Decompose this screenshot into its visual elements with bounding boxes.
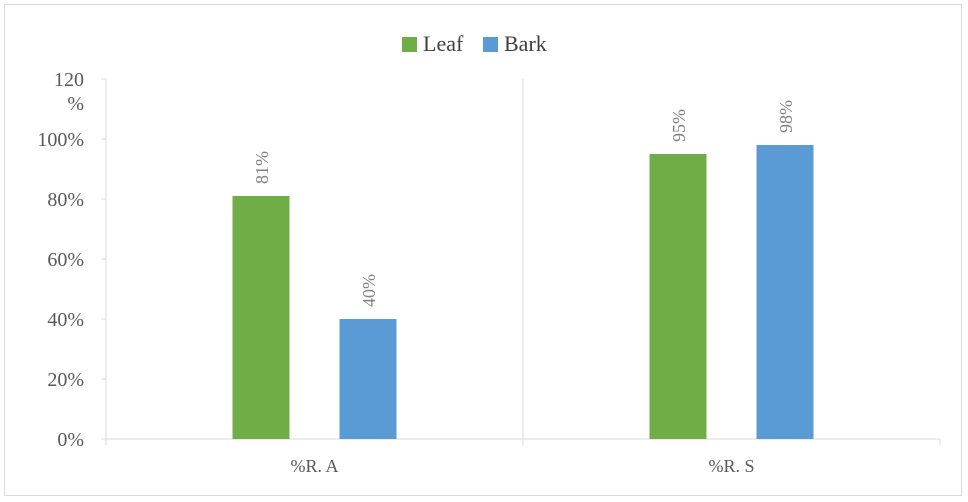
data-label: 95% (669, 109, 689, 142)
y-tick-label-line: 60% (47, 249, 84, 271)
y-tick-label-line: 80% (47, 189, 84, 211)
y-tick-label-line: 20% (47, 369, 84, 391)
y-tick-label: 60% (47, 249, 84, 271)
legend-label-leaf: Leaf (423, 31, 464, 56)
y-tick-label-line: 0% (57, 429, 84, 451)
y-tick-label: 0% (57, 429, 84, 451)
data-label: 98% (776, 100, 796, 133)
y-tick-label: 20% (47, 369, 84, 391)
y-tick-label-line: 40% (47, 309, 84, 331)
legend-swatch-bark (483, 37, 498, 52)
data-label: 81% (252, 151, 272, 184)
y-tick-label-line: % (67, 93, 84, 115)
y-tick-label-line: 100% (37, 129, 84, 151)
bar-leaf-2[interactable] (649, 154, 707, 439)
y-tick-label: 40% (47, 309, 84, 331)
legend-swatch-leaf (402, 37, 417, 52)
data-label: 40% (359, 274, 379, 307)
y-tick-label-line: 120 (54, 69, 84, 91)
y-tick-label: 80% (47, 189, 84, 211)
bar-bark-2[interactable] (756, 145, 814, 439)
bar-leaf-1[interactable] (232, 196, 290, 439)
x-category-label: %R. A (290, 456, 338, 476)
bar-bark-1[interactable] (339, 319, 397, 439)
y-tick-label: 120% (54, 69, 84, 115)
x-category-label: %R. S (708, 456, 754, 476)
legend-label-bark: Bark (504, 31, 547, 56)
y-tick-label: 100% (37, 129, 84, 151)
